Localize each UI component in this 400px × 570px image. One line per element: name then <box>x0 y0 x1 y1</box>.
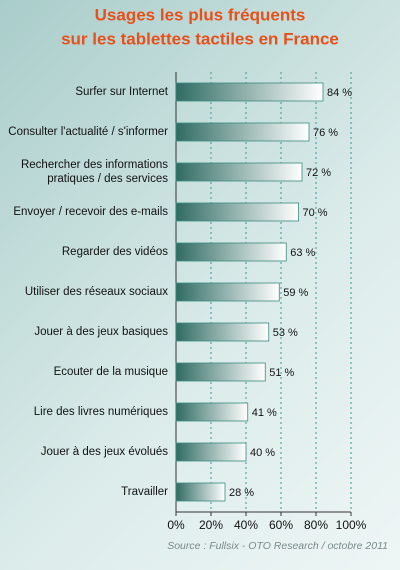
y-tick-label: Jouer à des jeux évolués <box>40 446 168 458</box>
value-label: 59 % <box>283 287 308 299</box>
y-tick-label: Utiliser des réseaux sociaux <box>24 286 168 298</box>
value-label: 63 % <box>290 247 315 259</box>
y-tick-label: Consulter l'actualité / s'informer <box>8 126 168 138</box>
bar <box>175 242 287 262</box>
value-label: 41 % <box>252 407 277 419</box>
bar <box>175 482 226 502</box>
value-label: 53 % <box>273 327 298 339</box>
y-tick-label: Rechercher des informations pratiques / … <box>20 159 168 185</box>
value-label: 51 % <box>269 367 294 379</box>
x-tick-label: 100% <box>336 518 367 532</box>
bar <box>175 282 280 302</box>
bar <box>175 442 247 462</box>
bar <box>175 322 270 342</box>
x-tick-label: 40% <box>234 518 258 532</box>
value-label: 40 % <box>250 447 275 459</box>
chart-title: Usages les plus fréquents <box>95 5 306 24</box>
y-tick-label: Jouer à des jeux basiques <box>34 326 168 338</box>
y-tick-label: Envoyer / recevoir des e-mails <box>13 206 168 218</box>
value-label: 70 % <box>303 207 328 219</box>
chart-title: sur les tablettes tactiles en France <box>61 29 339 48</box>
x-tick-label: 0% <box>167 518 185 532</box>
x-tick-label: 20% <box>199 518 223 532</box>
source: Source : Fullsix - OTO Research / octobr… <box>167 540 388 552</box>
y-tick-label: Lire des livres numériques <box>33 406 168 418</box>
x-tick-label: 80% <box>304 518 328 532</box>
y-tick-label: Regarder des vidéos <box>61 246 168 258</box>
bar <box>175 82 324 102</box>
bar <box>175 162 303 182</box>
y-tick-label: Ecouter de la musique <box>53 366 168 378</box>
y-tick-label: Travailler <box>121 486 168 498</box>
bar <box>175 202 299 222</box>
value-label: 28 % <box>229 487 254 499</box>
bar <box>175 362 266 382</box>
value-label: 84 % <box>327 87 352 99</box>
value-label: 72 % <box>306 167 331 179</box>
bar <box>175 122 310 142</box>
value-label: 76 % <box>313 127 338 139</box>
y-tick-label: Surfer sur Internet <box>75 86 168 98</box>
x-tick-label: 60% <box>269 518 293 532</box>
bar <box>175 402 249 422</box>
